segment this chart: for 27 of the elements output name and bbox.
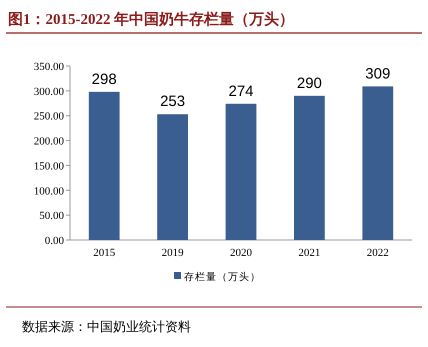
y-tick-label: 300.00 [34, 86, 64, 98]
y-tick-label: 250.00 [34, 110, 64, 123]
bar [157, 114, 188, 240]
source-note: 数据来源：中国奶业统计资料 [22, 319, 191, 334]
x-tick-label: 2021 [298, 247, 320, 259]
data-label: 298 [92, 70, 117, 88]
legend-label: 存栏量（万头） [184, 271, 261, 283]
bar [362, 86, 394, 240]
x-tick-label: 2022 [366, 247, 389, 259]
plot: 0.00 50.00 100.00 150.00 200.00 250.00 300.00 350.00 2015 2019 2020 2021 2022 298 253 274 290 309 [34, 61, 412, 259]
data-label: 274 [228, 82, 254, 100]
data-label: 290 [296, 74, 322, 92]
x-tick-label: 2015 [93, 247, 116, 259]
y-tick-label: 0.00 [44, 235, 64, 247]
y-tick-label: 100.00 [34, 185, 64, 198]
x-tick-label: 2019 [162, 247, 184, 259]
bar [294, 96, 325, 240]
y-tick-label: 150.00 [34, 160, 64, 172]
bar [226, 104, 256, 240]
y-tick-label: 350.00 [34, 61, 64, 73]
y-tick-label: 50.00 [39, 210, 64, 222]
chart-title: 图1：2015-2022 年中国奶牛存栏量（万头） [8, 11, 294, 28]
x-tick-label: 2020 [230, 247, 252, 259]
data-label: 309 [365, 65, 390, 82]
data-label: 253 [160, 93, 186, 110]
bar [88, 92, 120, 240]
y-tick-label: 200.00 [34, 136, 64, 148]
